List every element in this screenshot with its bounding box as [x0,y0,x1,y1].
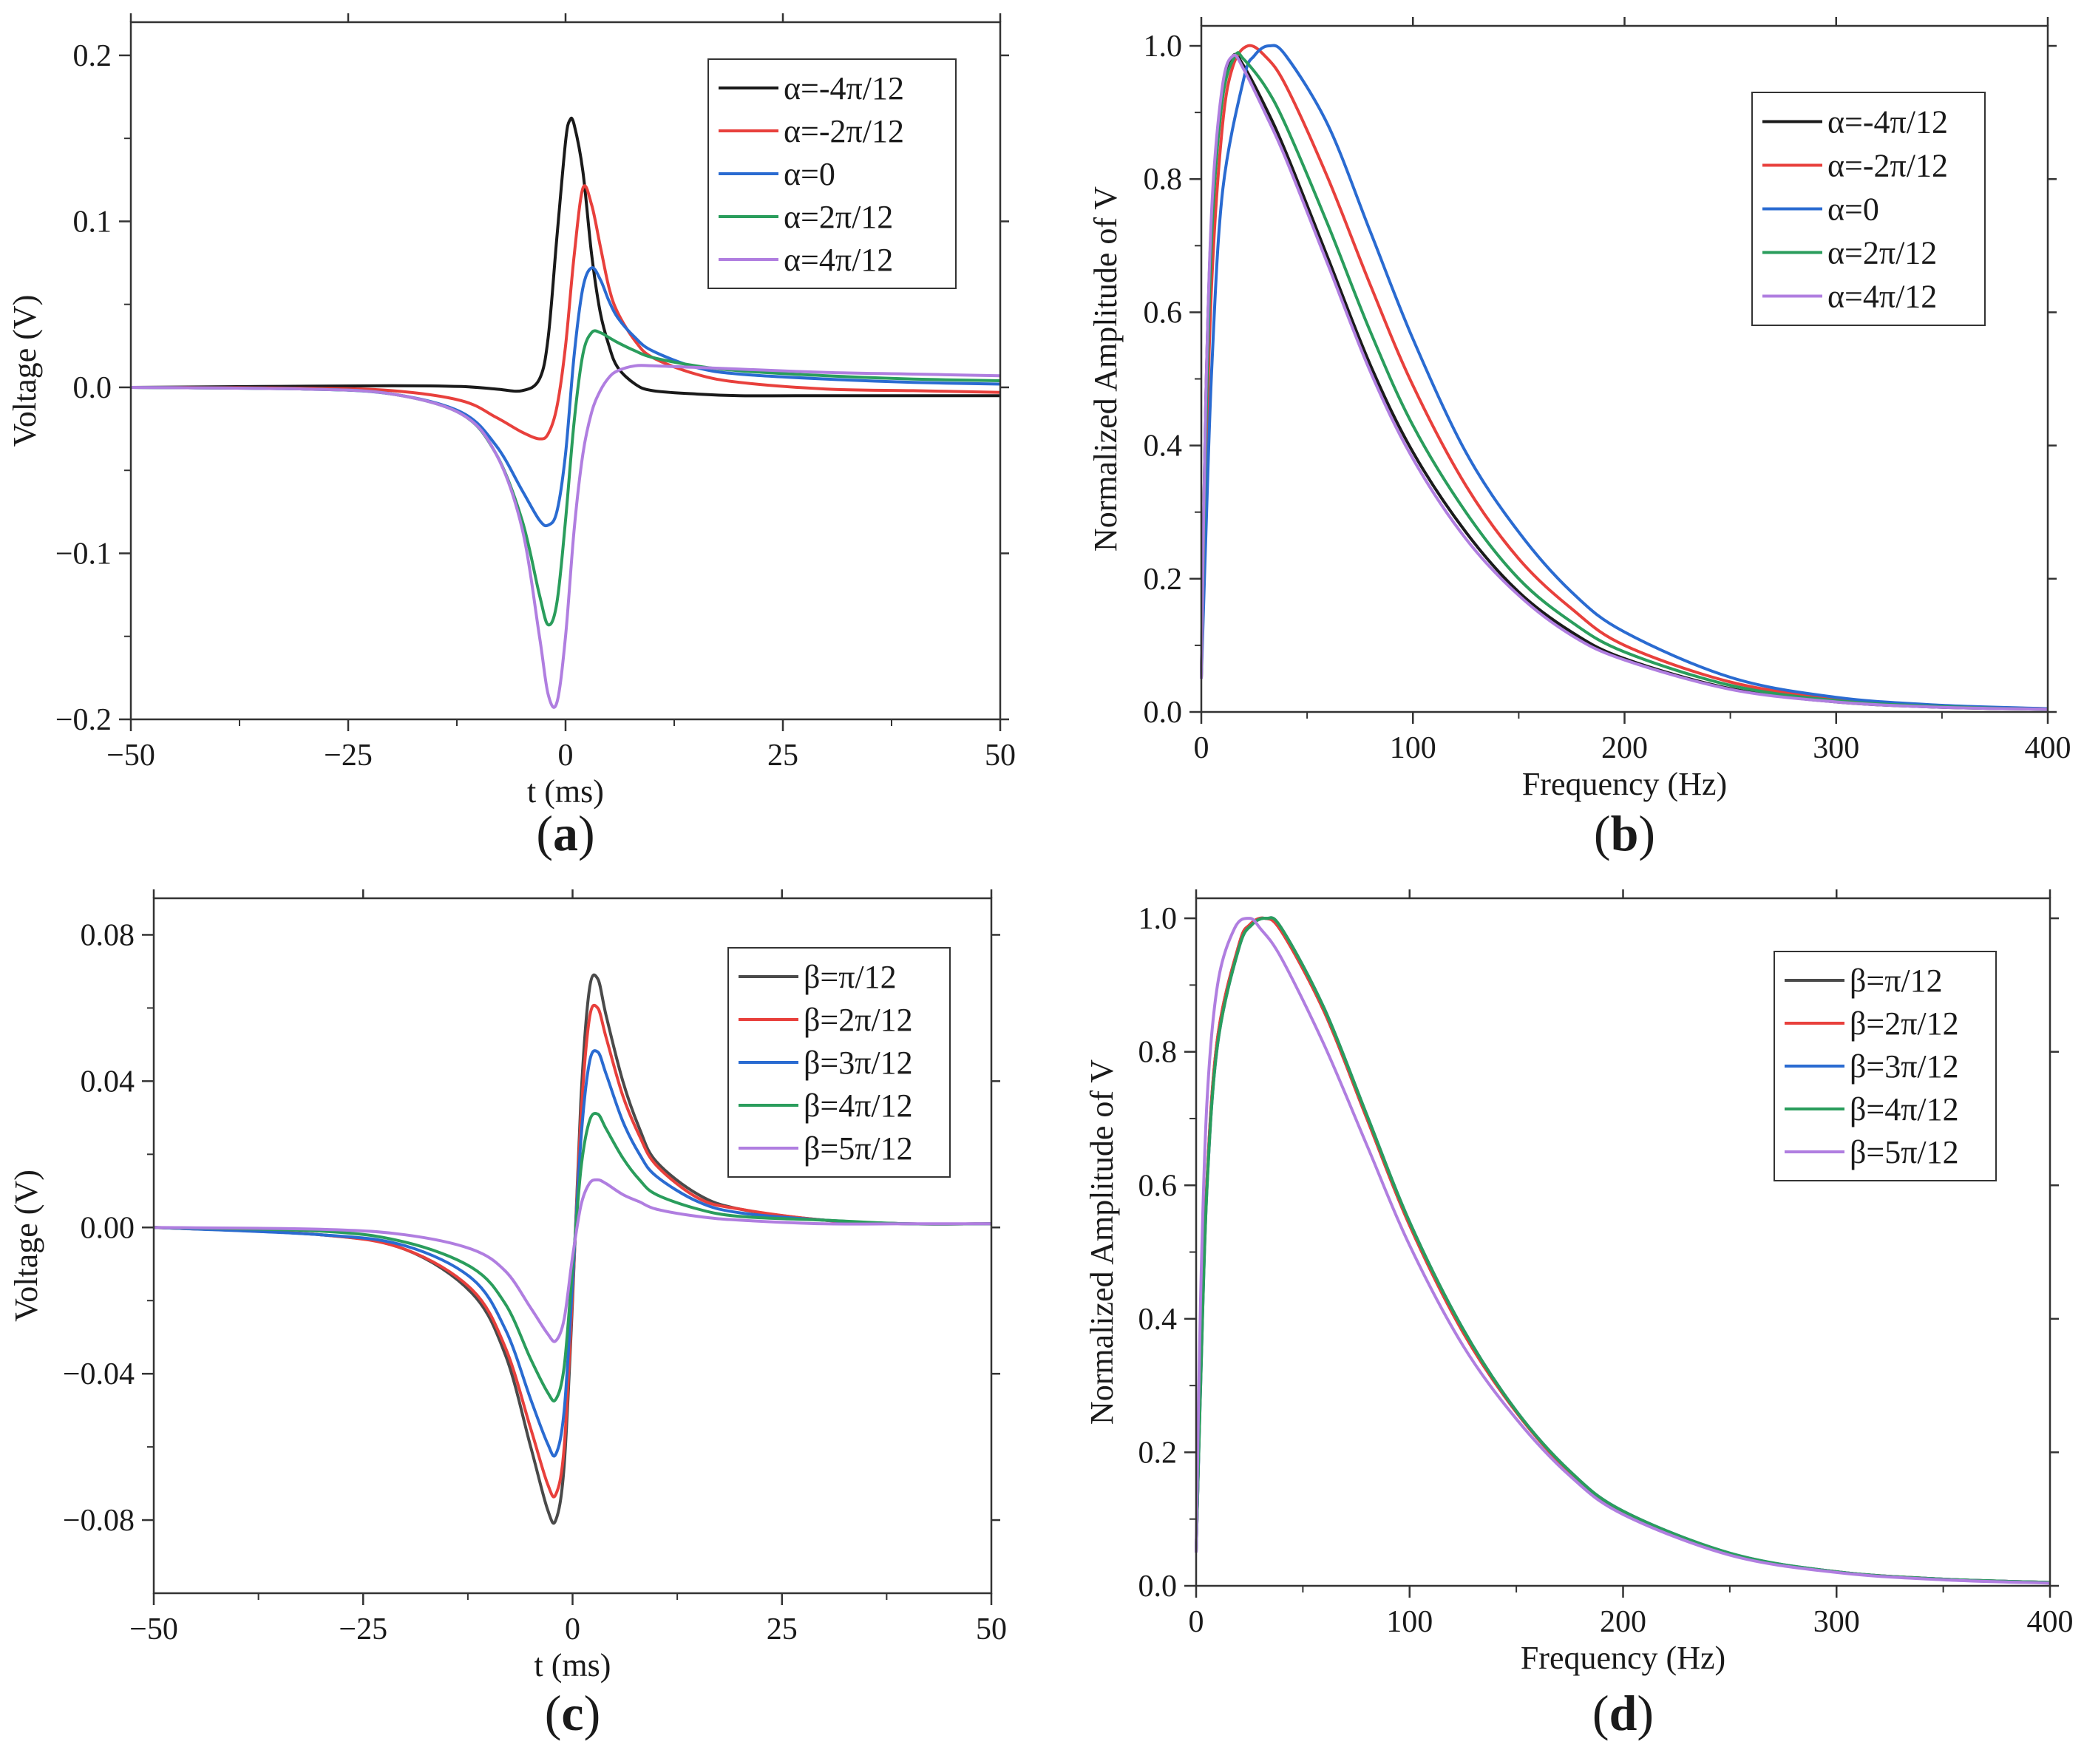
x-tick-label-c: 25 [767,1612,798,1646]
x-tick-label-d: 400 [2027,1605,2074,1639]
y-tick-label-d: 0.4 [1138,1303,1178,1337]
series-line-c-3 [153,1049,992,1458]
y-axis-label-b: Normalized Amplitude of V [1087,186,1124,552]
chart-c: −50 −25 0 25 50 −0.08 −0.04 0.00 0.04 0.08 t (ms) V… [8,889,1007,1741]
y-tick-label-a: 0.0 [73,371,112,405]
series-line-b-2 [1200,44,2049,710]
x-tick-label-d: 100 [1386,1605,1433,1639]
y-tick-label-c: 0.08 [81,918,135,952]
series-line-c-4 [153,1111,992,1402]
series-line-d-5 [1195,917,2051,1585]
x-tick-label-a: −50 [106,739,155,773]
y-axis-label-c: Voltage (V) [8,1170,44,1322]
legend-label-a-4: α=2π/12 [784,199,893,235]
y-tick-label-d: 0.2 [1138,1436,1178,1470]
legend-label-b-5: α=4π/12 [1827,279,1937,315]
y-tick-label-c: 0.04 [81,1065,135,1099]
x-tick-label-d: 300 [1813,1605,1860,1639]
panel-label-a: (a) [536,805,594,861]
legend-label-d-1: β=π/12 [1850,963,1943,999]
y-tick-label-b: 0.0 [1144,696,1183,730]
x-tick-label-a: 25 [767,739,798,773]
y-tick-label-a: 0.1 [73,205,112,239]
series-line-a-2 [130,184,1001,441]
legend-label-a-3: α=0 [784,156,835,192]
y-tick-label-d: 0.0 [1138,1570,1178,1604]
legend-label-c-1: β=π/12 [804,959,897,995]
y-tick-label-a: −0.1 [55,537,112,571]
legend-label-b-1: α=-4π/12 [1827,104,1948,140]
legend-label-c-5: β=5π/12 [804,1130,913,1167]
legend-label-d-2: β=2π/12 [1850,1005,1959,1042]
legend-label-d-3: β=3π/12 [1850,1048,1959,1085]
x-tick-label-c: 50 [976,1612,1007,1646]
x-tick-label-a: −25 [324,739,373,773]
x-tick-label-a: 0 [558,739,574,773]
chart-b: 0 100 200 300 400 0.0 0.2 0.4 0.6 0.8 1.0 Frequency… [1087,17,2071,861]
legend-label-b-4: α=2π/12 [1827,235,1937,271]
panel-label-d: (d) [1592,1685,1654,1741]
legend-label-a-5: α=4π/12 [784,242,893,278]
y-tick-label-b: 0.6 [1144,296,1183,330]
legend-label-a-1: α=-4π/12 [784,70,904,106]
y-tick-label-b: 1.0 [1144,30,1183,64]
x-axis-label-a: t (ms) [527,773,604,810]
series-line-b-3 [1200,44,2049,710]
y-tick-label-b: 0.2 [1144,563,1183,597]
x-tick-label-b: 400 [2025,731,2071,765]
x-tick-label-b: 200 [1601,731,1648,765]
legend-label-b-2: α=-2π/12 [1827,148,1948,184]
panel-label-c: (c) [545,1685,601,1741]
legend-label-b-3: α=0 [1827,191,1879,228]
x-tick-label-b: 100 [1390,731,1436,765]
series-line-c-5 [153,1178,991,1343]
x-axis-label-c: t (ms) [534,1647,611,1683]
y-tick-label-c: −0.04 [63,1357,135,1391]
x-axis-label-b: Frequency (Hz) [1522,766,1727,802]
x-tick-label-b: 300 [1813,731,1859,765]
y-tick-label-b: 0.4 [1144,430,1183,464]
x-tick-label-d: 0 [1189,1605,1204,1639]
y-tick-label-b: 0.8 [1144,163,1183,197]
series-line-a-1 [130,116,1000,398]
legend-label-a-2: α=-2π/12 [784,113,904,149]
y-axis-label-a: Voltage (V) [7,295,43,447]
chart-d: 0 100 200 300 400 0.0 0.2 0.4 0.6 0.8 1.0 Frequency… [1084,889,2074,1741]
y-axis-label-d: Normalized Amplitude of V [1084,1059,1120,1425]
legend-label-d-4: β=4π/12 [1850,1091,1959,1127]
y-tick-label-a: 0.2 [73,39,112,73]
series-line-a-5 [130,364,1001,709]
panel-label-b: (b) [1594,805,1655,861]
y-tick-label-c: 0.00 [81,1211,135,1245]
x-tick-label-c: −25 [339,1612,387,1646]
legend-label-c-3: β=3π/12 [804,1045,913,1081]
y-tick-label-d: 1.0 [1138,902,1178,936]
x-tick-label-b: 0 [1194,731,1209,765]
y-tick-label-d: 0.6 [1138,1169,1178,1203]
y-tick-label-d: 0.8 [1138,1036,1178,1070]
legend-label-d-5: β=5π/12 [1850,1134,1959,1170]
x-axis-label-d: Frequency (Hz) [1521,1640,1725,1676]
legend-label-c-4: β=4π/12 [804,1088,913,1124]
series-line-b-5 [1200,53,2049,711]
y-tick-label-a: −0.2 [55,703,112,737]
chart-a: −50 −25 0 25 50 −0.2 −0.1 0.0 0.1 0.2 t (ms) Voltag… [7,13,1016,861]
x-tick-label-a: 50 [985,739,1016,773]
series-line-d-4 [1195,916,2051,1584]
y-tick-label-c: −0.08 [63,1504,135,1538]
x-tick-label-c: −50 [129,1612,178,1646]
series-line-a-4 [130,329,1001,627]
legend-label-c-2: β=2π/12 [804,1002,913,1038]
x-tick-label-c: 0 [565,1612,580,1646]
x-tick-label-d: 200 [1600,1605,1646,1639]
